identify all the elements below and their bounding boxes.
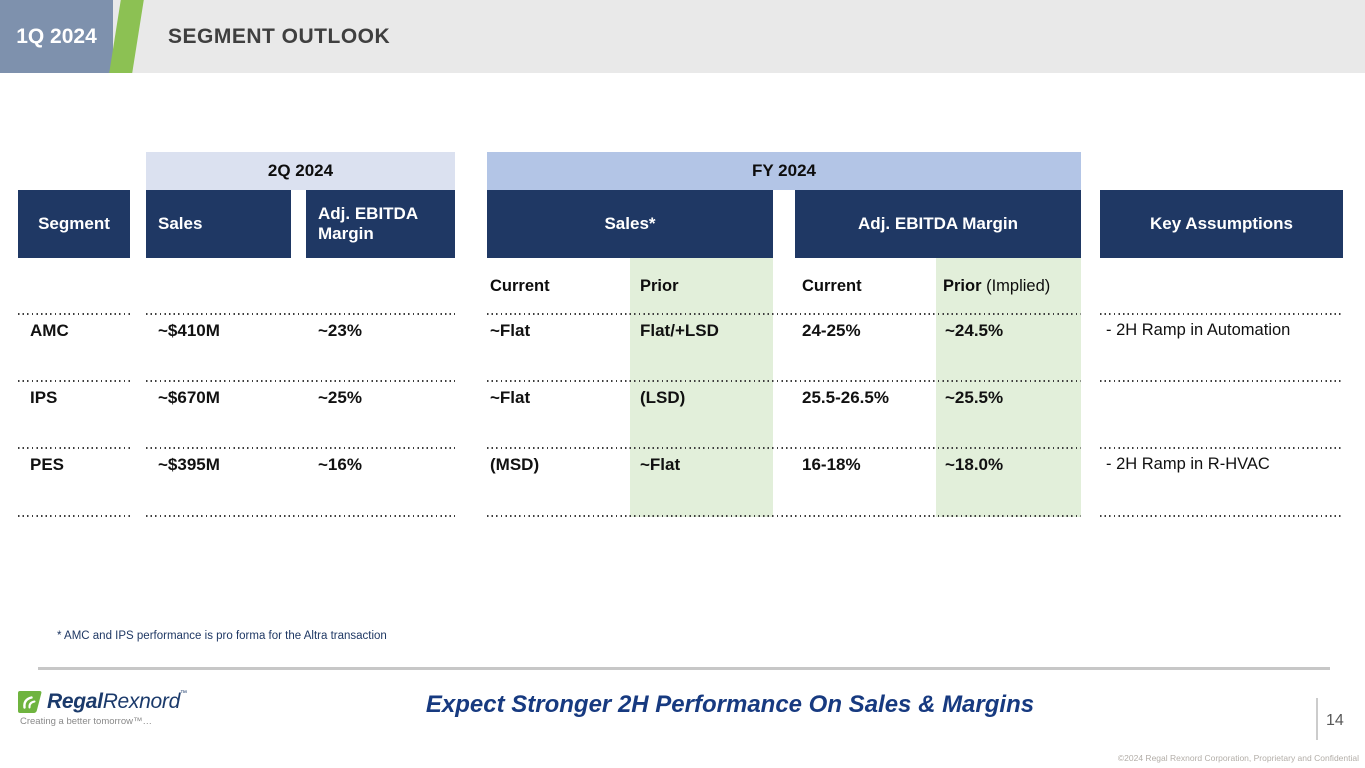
regal-rexnord-logo-icon <box>18 691 42 713</box>
row-divider <box>487 313 1081 315</box>
row-divider <box>146 380 455 382</box>
group-header-2q2024: 2Q 2024 <box>146 152 455 190</box>
row-divider <box>1100 313 1343 315</box>
row-divider <box>18 447 130 449</box>
row-divider <box>146 313 455 315</box>
logo-tagline: Creating a better tomorrow™… <box>20 716 152 727</box>
footnote: * AMC and IPS performance is pro forma f… <box>57 630 387 642</box>
footer-divider <box>38 667 1330 670</box>
page-number-divider <box>1316 698 1318 740</box>
fy-margin-current-value: 25.5-26.5% <box>802 388 889 407</box>
fy-margin-prior-value: ~18.0% <box>945 455 1004 474</box>
column-header-key-assumptions: Key Assumptions <box>1100 190 1343 258</box>
fy-sales-prior-value: Flat/+LSD <box>640 321 719 340</box>
slide-header-bar: 1Q 2024 SEGMENT OUTLOOK <box>0 0 1365 73</box>
quarter-badge: 1Q 2024 <box>0 0 113 73</box>
column-header-fy-margin: Adj. EBITDA Margin <box>795 190 1081 258</box>
page-number: 14 <box>1326 712 1344 729</box>
fy-margin-current-value: 16-18% <box>802 455 861 474</box>
fy-margin-current-value: 24-25% <box>802 321 861 340</box>
fy-sales-prior-value: ~Flat <box>640 455 681 474</box>
column-header-q2-margin: Adj. EBITDA Margin <box>306 190 455 258</box>
fy-sales-prior-value: (LSD) <box>640 388 686 407</box>
row-divider <box>146 515 455 517</box>
prior-sales-column-highlight <box>630 258 773 517</box>
column-header-q2-sales: Sales <box>146 190 291 258</box>
group-header-fy2024: FY 2024 <box>487 152 1081 190</box>
segment-name: IPS <box>30 388 58 407</box>
fy-margin-prior-value: ~25.5% <box>945 388 1004 407</box>
row-divider <box>18 515 130 517</box>
fy-sales-current-value: ~Flat <box>490 388 531 407</box>
subheader-sales-prior: Prior <box>640 277 679 295</box>
q2-sales-value: ~$395M <box>158 455 220 474</box>
row-divider <box>487 380 1081 382</box>
row-divider <box>18 380 130 382</box>
accent-stripe <box>109 0 144 73</box>
prior-margin-column-highlight <box>936 258 1081 517</box>
q2-sales-value: ~$670M <box>158 388 220 407</box>
slide-title: SEGMENT OUTLOOK <box>168 24 391 48</box>
column-header-fy-sales: Sales* <box>487 190 773 258</box>
subheader-margin-prior: Prior (Implied) <box>943 277 1051 295</box>
subheader-sales-current: Current <box>490 277 550 295</box>
row-divider <box>487 515 1081 517</box>
fy-margin-prior-value: ~24.5% <box>945 321 1004 340</box>
row-divider <box>18 313 130 315</box>
row-divider <box>487 447 1081 449</box>
logo-wordmark: RegalRexnord™ <box>47 690 187 713</box>
q2-margin-value: ~16% <box>318 455 362 474</box>
copyright-notice: ©2024 Regal Rexnord Corporation, Proprie… <box>1117 753 1359 763</box>
q2-sales-value: ~$410M <box>158 321 220 340</box>
row-divider <box>1100 380 1343 382</box>
column-header-segment: Segment <box>18 190 130 258</box>
fy-sales-current-value: (MSD) <box>490 455 540 474</box>
fy-sales-current-value: ~Flat <box>490 321 531 340</box>
segment-name: PES <box>30 455 65 474</box>
regal-rexnord-logo: RegalRexnord™ <box>18 690 187 714</box>
row-divider <box>146 447 455 449</box>
subheader-margin-current: Current <box>802 277 862 295</box>
key-assumption: - 2H Ramp in Automation <box>1106 321 1291 339</box>
row-divider <box>1100 515 1343 517</box>
q2-margin-value: ~23% <box>318 321 362 340</box>
takeaway-title: Expect Stronger 2H Performance On Sales … <box>425 691 1035 718</box>
segment-name: AMC <box>30 321 69 340</box>
row-divider <box>1100 447 1343 449</box>
key-assumption: - 2H Ramp in R-HVAC <box>1106 455 1270 473</box>
q2-margin-value: ~25% <box>318 388 362 407</box>
